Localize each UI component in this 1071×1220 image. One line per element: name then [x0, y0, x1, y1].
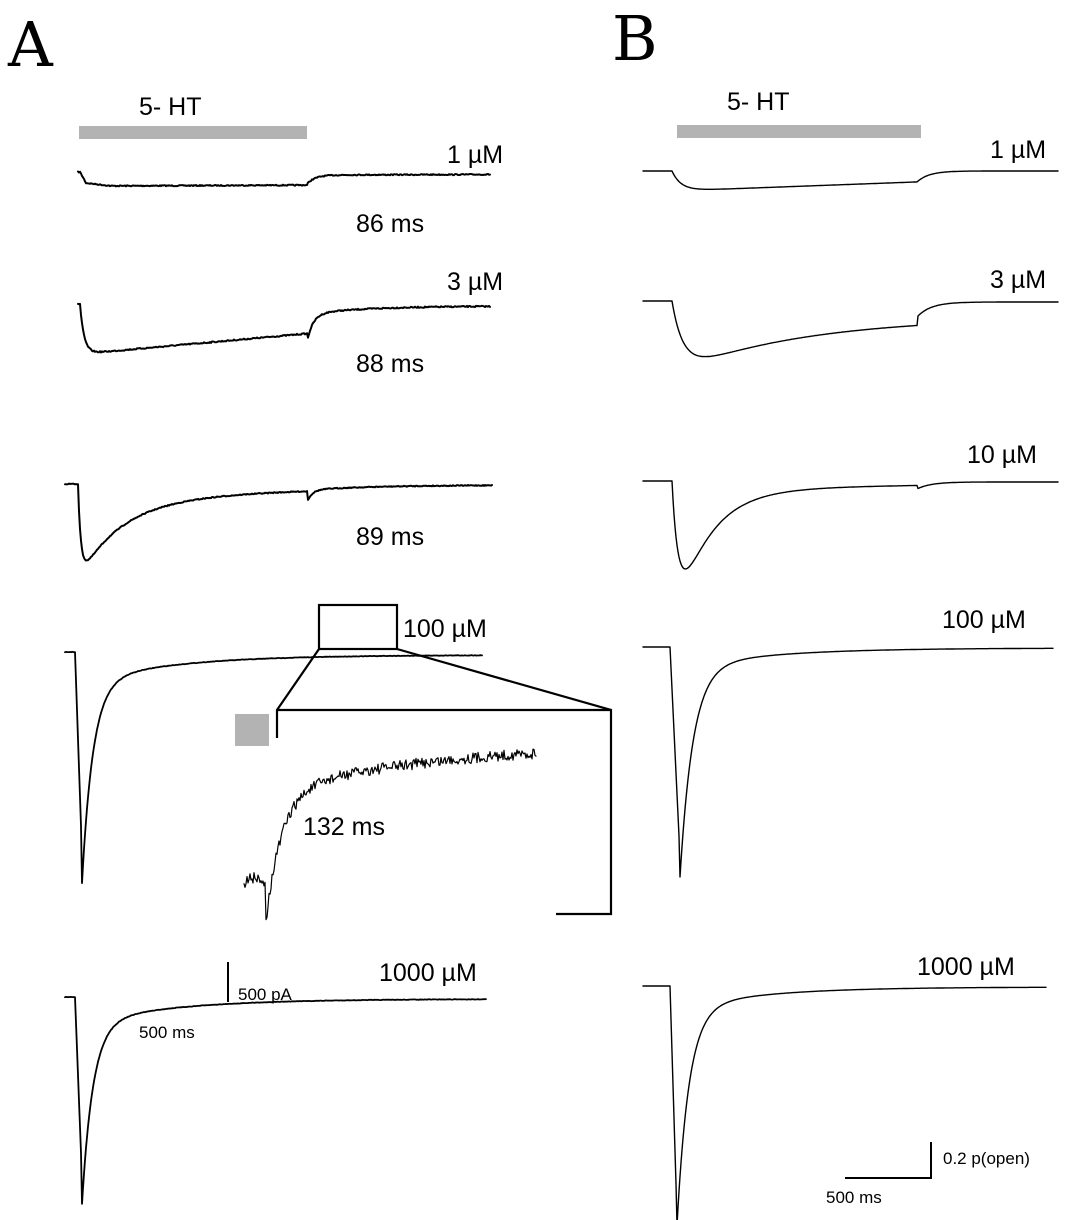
application-bar-a: [79, 126, 307, 139]
concentration-label-b-5: 1000 µM: [917, 953, 1015, 981]
popen-trace-b-3uM: [642, 300, 1059, 358]
popen-trace-b-1uM: [642, 170, 1059, 190]
current-trace-a-3uM: [77, 302, 491, 354]
scale-label-popen-b: 0.2 p(open): [943, 1149, 1030, 1168]
application-bar-b: [677, 125, 921, 138]
concentration-label-b-1: 1 µM: [990, 136, 1046, 164]
current-trace-a-100uM: [64, 650, 483, 884]
concentration-label-b-4: 100 µM: [942, 606, 1026, 634]
scale-bar-b: [845, 1142, 932, 1179]
panel-b-letter: B: [612, 2, 658, 75]
zoom-connector-left: [275, 648, 320, 738]
scale-label-time-a: 500 ms: [139, 1023, 195, 1042]
scale-label-current-a: 500 pA: [238, 985, 293, 1004]
agonist-label-b: 5- HT: [727, 88, 790, 116]
popen-trace-b-100uM: [642, 646, 1054, 878]
zoom-connector-right: [396, 647, 613, 916]
inset-time-constant: 132 ms: [303, 813, 385, 841]
inset-application-marker: [235, 714, 269, 746]
current-trace-a-1uM: [77, 170, 491, 188]
current-trace-a-unlabeled: [64, 482, 493, 562]
zoom-region-box: [317, 603, 399, 651]
time-constant-a-3: 89 ms: [356, 523, 424, 551]
agonist-label-a: 5- HT: [139, 93, 202, 121]
time-constant-a-2: 88 ms: [356, 350, 424, 378]
concentration-label-a-4: 1000 µM: [379, 959, 477, 987]
concentration-label-a-1: 1 µM: [447, 141, 503, 169]
scale-label-time-b: 500 ms: [826, 1188, 882, 1207]
popen-trace-b-1000uM: [642, 985, 1047, 1220]
time-constant-a-1: 86 ms: [356, 210, 424, 238]
concentration-label-b-3: 10 µM: [967, 441, 1037, 469]
concentration-label-b-2: 3 µM: [990, 266, 1046, 294]
inset-zoomed-trace: [243, 748, 537, 921]
concentration-label-a-2: 3 µM: [447, 268, 503, 296]
panel-a-letter: A: [7, 8, 54, 81]
popen-trace-b-10uM: [642, 480, 1059, 570]
concentration-label-a-3: 100 µM: [403, 615, 487, 643]
current-trace-a-1000uM: [64, 996, 487, 1205]
